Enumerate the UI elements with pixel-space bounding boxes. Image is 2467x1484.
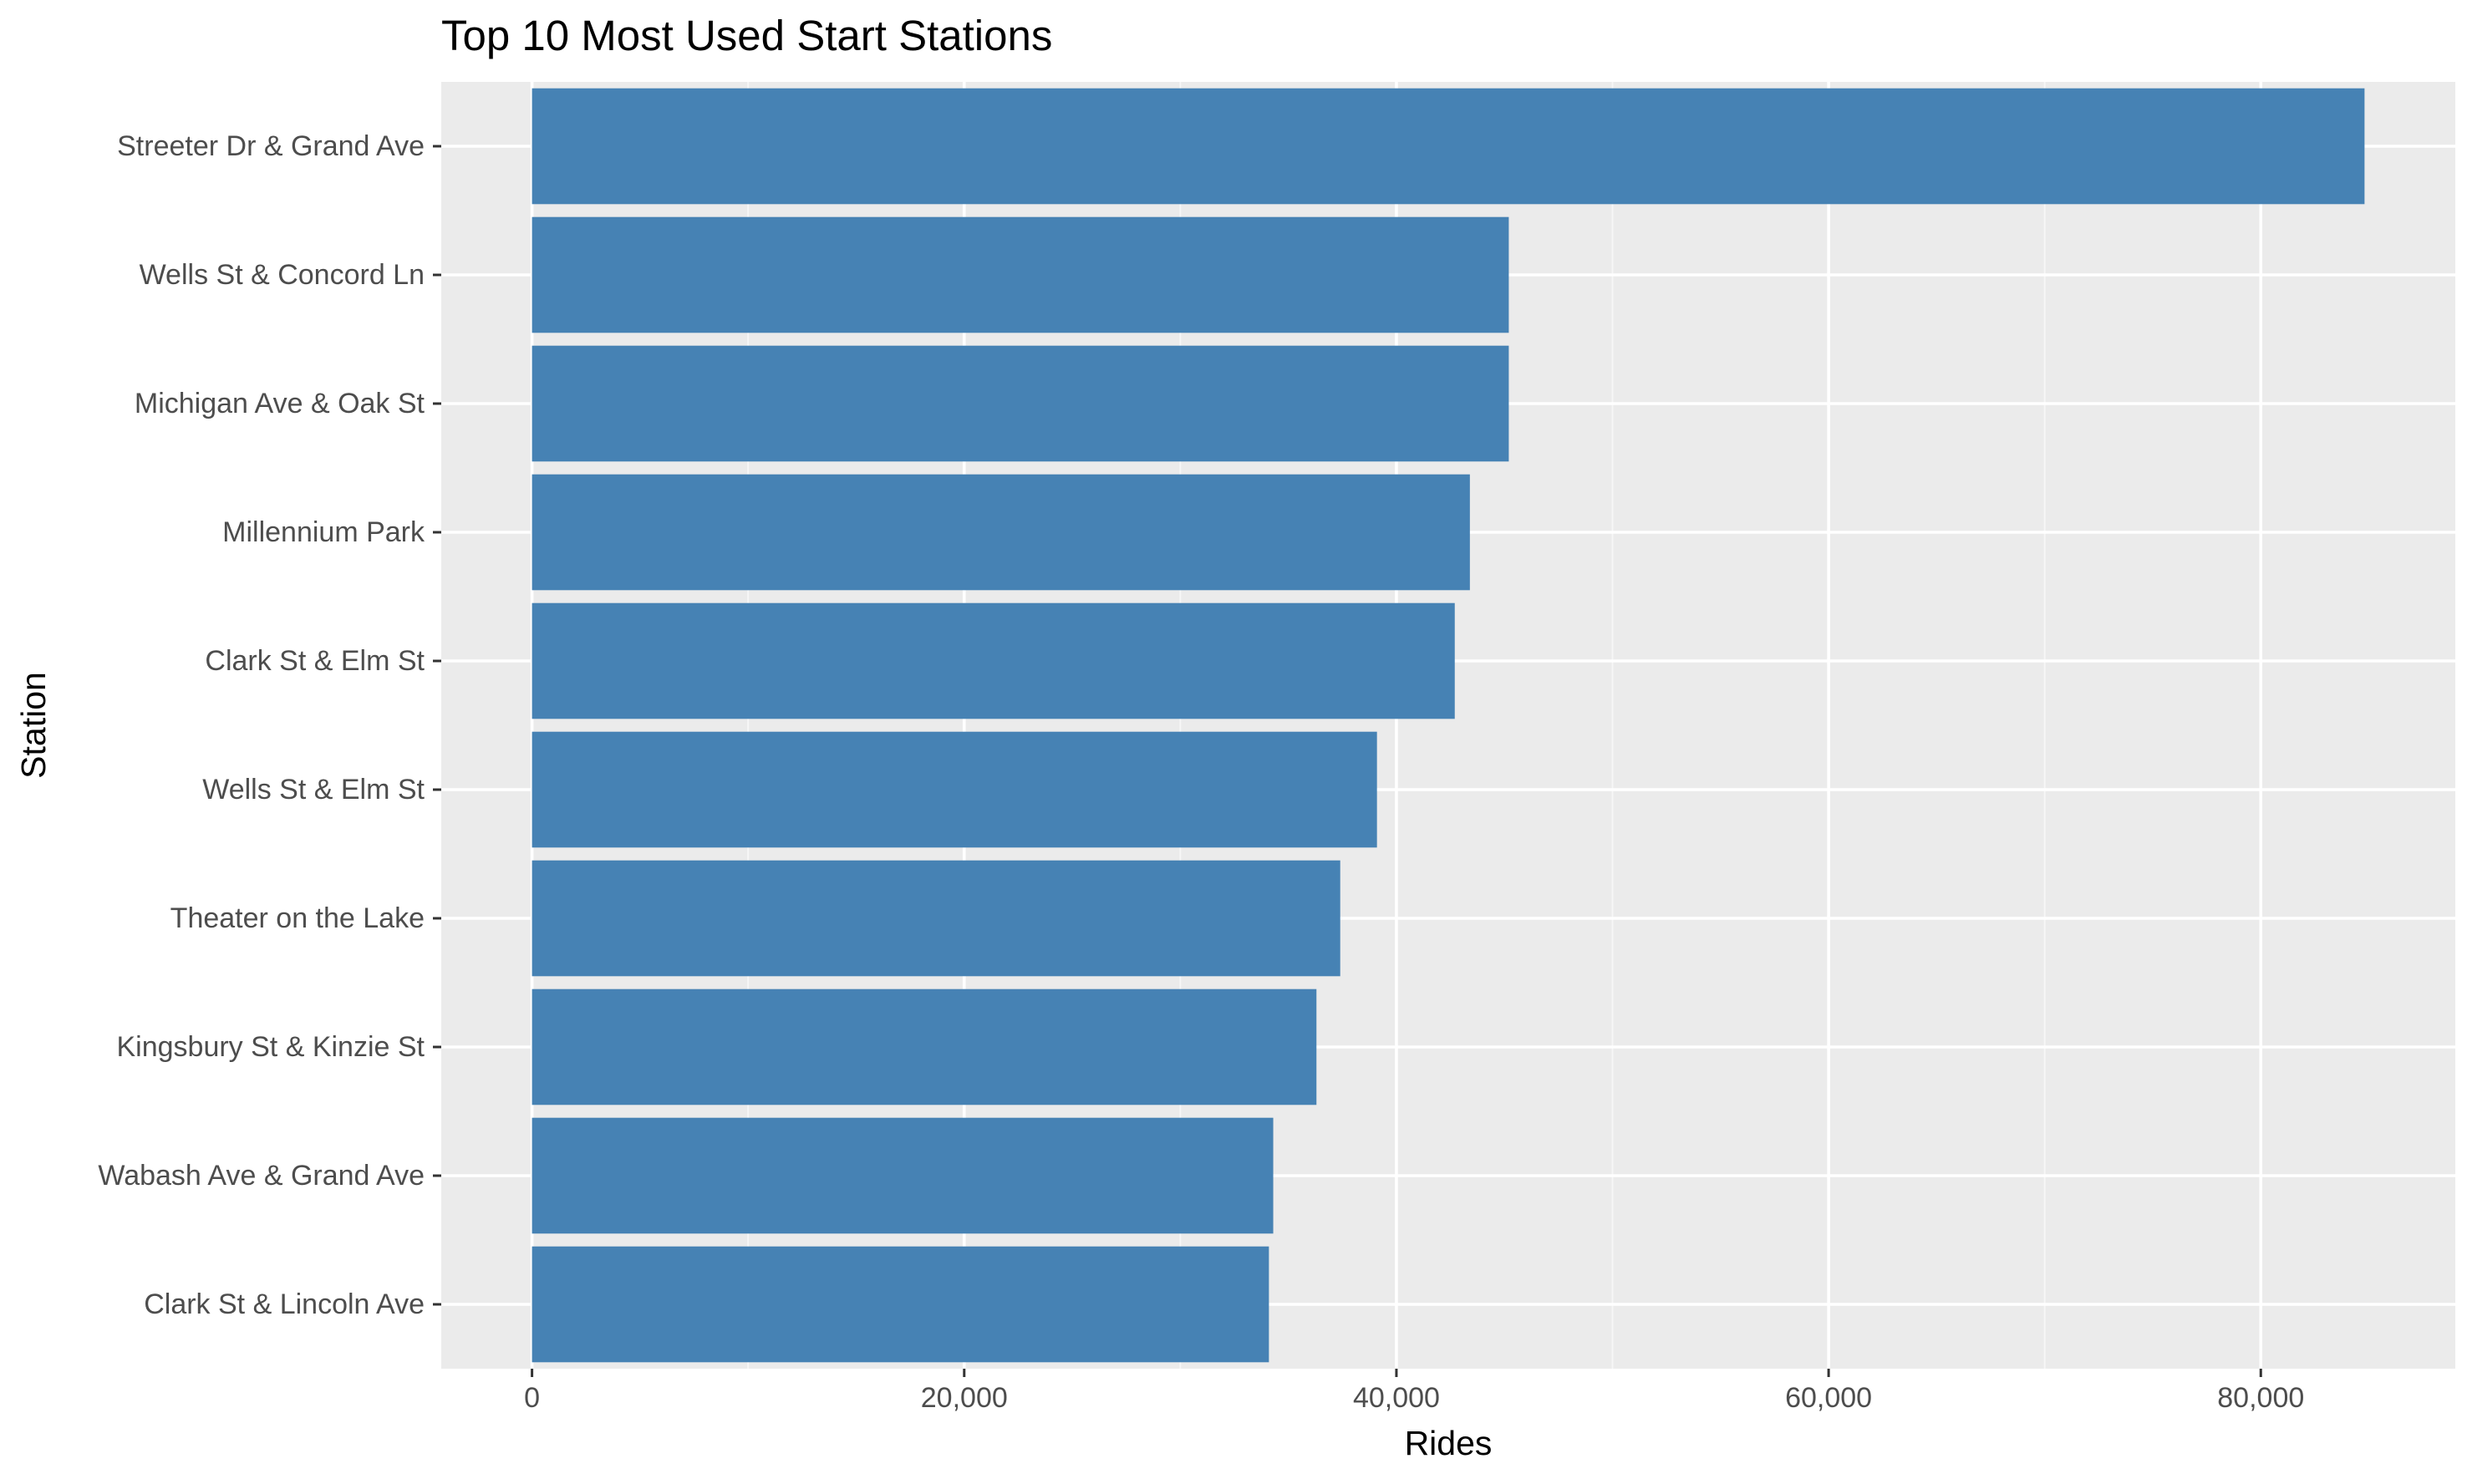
y-tick-label: Clark St & Elm St <box>205 645 425 677</box>
bar <box>532 1117 1274 1234</box>
bar <box>532 1246 1269 1363</box>
bar <box>532 474 1470 591</box>
y-tick-label: Millennium Park <box>222 516 425 548</box>
y-tick-label: Wabash Ave & Grand Ave <box>98 1160 425 1192</box>
y-tick-label: Michigan Ave & Oak St <box>135 388 425 419</box>
x-tick-label: 60,000 <box>1785 1382 1872 1414</box>
y-tick-label: Wells St & Concord Ln <box>140 259 425 291</box>
x-tick-label: 40,000 <box>1353 1382 1440 1414</box>
x-tick-label: 80,000 <box>2217 1382 2304 1414</box>
y-axis-title: Station <box>14 672 53 779</box>
chart-title: Top 10 Most Used Start Stations <box>441 12 1052 59</box>
y-tick-label: Clark St & Lincoln Ave <box>144 1288 425 1320</box>
x-axis: 0 20,000 40,000 60,000 80,000 <box>524 1369 2304 1414</box>
bar <box>532 216 1509 333</box>
bar <box>532 988 1317 1105</box>
x-tick-label: 0 <box>524 1382 540 1414</box>
y-axis: Streeter Dr & Grand Ave Wells St & Concor… <box>98 130 441 1320</box>
y-tick-label: Kingsbury St & Kinzie St <box>116 1031 425 1063</box>
bar <box>532 860 1340 977</box>
bar <box>532 88 2365 205</box>
x-axis-title: Rides <box>1405 1424 1493 1462</box>
bar <box>532 602 1455 719</box>
bar <box>532 731 1377 848</box>
x-tick-label: 20,000 <box>921 1382 1008 1414</box>
y-tick-label: Theater on the Lake <box>170 902 425 934</box>
bars <box>532 88 2365 1363</box>
y-tick-label: Streeter Dr & Grand Ave <box>117 130 425 162</box>
bar <box>532 345 1509 462</box>
y-tick-label: Wells St & Elm St <box>202 774 425 806</box>
